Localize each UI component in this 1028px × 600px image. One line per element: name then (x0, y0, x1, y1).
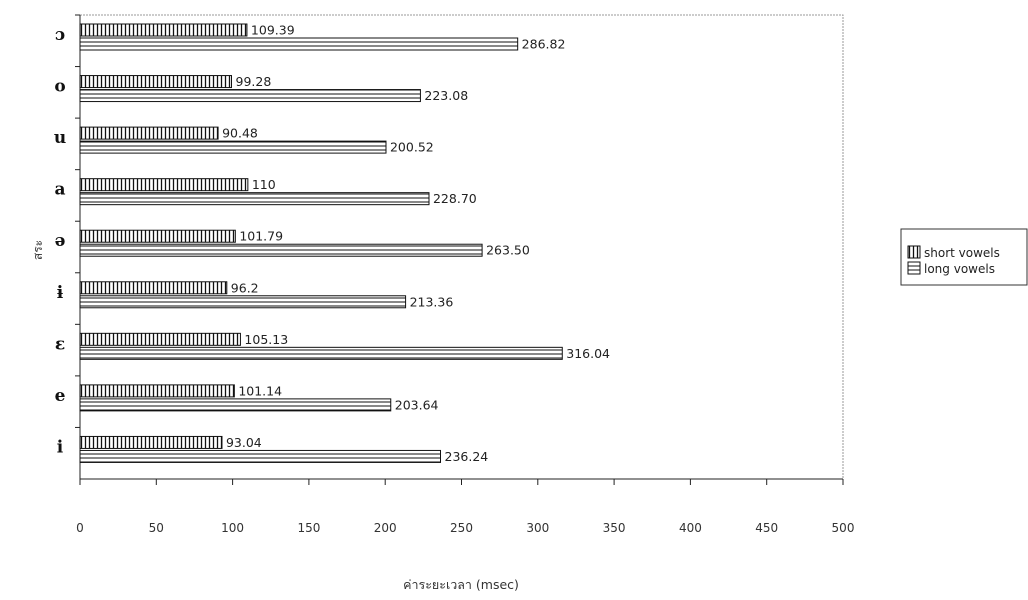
data-label-short-0: 109.39 (251, 23, 295, 38)
data-label-short-8: 93.04 (226, 435, 262, 450)
bar-long-0 (79, 37, 519, 51)
data-label-long-2: 200.52 (390, 140, 434, 155)
x-tick-label-400: 400 (679, 521, 702, 535)
bar-long-6 (79, 346, 563, 360)
bars (79, 23, 563, 463)
legend-box (900, 228, 1028, 286)
bar-short-6 (79, 332, 241, 346)
x-axis-tick-labels: 0 50 100 150 200 250 300 350 400 450 500 (76, 521, 854, 535)
x-tick-label-300: 300 (526, 521, 549, 535)
category-label: ɛ (55, 334, 65, 354)
legend-swatch-long (907, 261, 921, 275)
category-label: ɨ (57, 283, 64, 303)
x-axis-ticks (75, 14, 844, 485)
data-label-short-5: 96.2 (231, 280, 259, 295)
data-label-long-6: 316.04 (566, 346, 610, 361)
bar-long-3 (79, 192, 430, 206)
data-label-short-7: 101.14 (238, 383, 282, 398)
bar-long-1 (79, 89, 421, 103)
data-label-long-0: 286.82 (522, 37, 566, 52)
bar-short-5 (79, 281, 228, 295)
data-label-long-4: 263.50 (486, 243, 530, 258)
data-label-long-7: 203.64 (395, 397, 439, 412)
x-tick-label-450: 450 (755, 521, 778, 535)
category-label: e (55, 386, 66, 406)
bar-long-5 (79, 295, 407, 309)
bar-short-8 (79, 435, 223, 449)
bar-short-1 (79, 75, 233, 89)
x-tick-label-350: 350 (603, 521, 626, 535)
data-label-short-4: 101.79 (239, 229, 283, 244)
bar-short-3 (79, 178, 249, 192)
data-label-short-1: 99.28 (236, 74, 272, 89)
category-label: ɔ (55, 25, 65, 45)
x-axis-title: ค่าระยะเวลา (msec) (403, 577, 519, 592)
bar-short-0 (79, 23, 248, 37)
data-label-short-2: 90.48 (222, 126, 258, 141)
x-tick-label-250: 250 (450, 521, 473, 535)
bar-long-8 (79, 449, 442, 463)
x-tick-label-100: 100 (221, 521, 244, 535)
y-axis-title: สระ (31, 240, 45, 260)
x-tick-label-0: 0 (76, 521, 84, 535)
category-label: u (54, 128, 66, 148)
bar-short-7 (79, 384, 235, 398)
data-label-long-1: 223.08 (424, 88, 468, 103)
x-tick-label-150: 150 (297, 521, 320, 535)
category-label: o (54, 77, 65, 97)
x-tick-label-200: 200 (374, 521, 397, 535)
bar-long-2 (79, 140, 387, 154)
bar-long-4 (79, 243, 483, 257)
data-label-long-3: 228.70 (433, 191, 477, 206)
x-tick-label-50: 50 (149, 521, 164, 535)
legend-label-long: long vowels (924, 262, 995, 276)
x-tick-label-500: 500 (832, 521, 855, 535)
bar-short-2 (79, 126, 219, 140)
data-label-short-6: 105.13 (244, 332, 288, 347)
data-label-long-8: 236.24 (445, 449, 489, 464)
category-labels: ɔ o u a ə ɨ ɛ e i (54, 25, 66, 457)
bar-long-7 (79, 398, 392, 412)
data-label-short-3: 110 (252, 177, 276, 192)
category-label: a (54, 180, 65, 200)
legend: short vowels long vowels (900, 228, 1028, 286)
data-labels: 109.39 286.82 99.28 223.08 90.48 200.52 110 228… (222, 23, 610, 464)
category-label: ə (55, 231, 66, 251)
legend-swatch-short (907, 245, 921, 259)
legend-label-short: short vowels (924, 246, 1000, 260)
bar-short-4 (79, 229, 236, 243)
category-label: i (57, 437, 64, 457)
data-label-long-5: 213.36 (410, 294, 454, 309)
